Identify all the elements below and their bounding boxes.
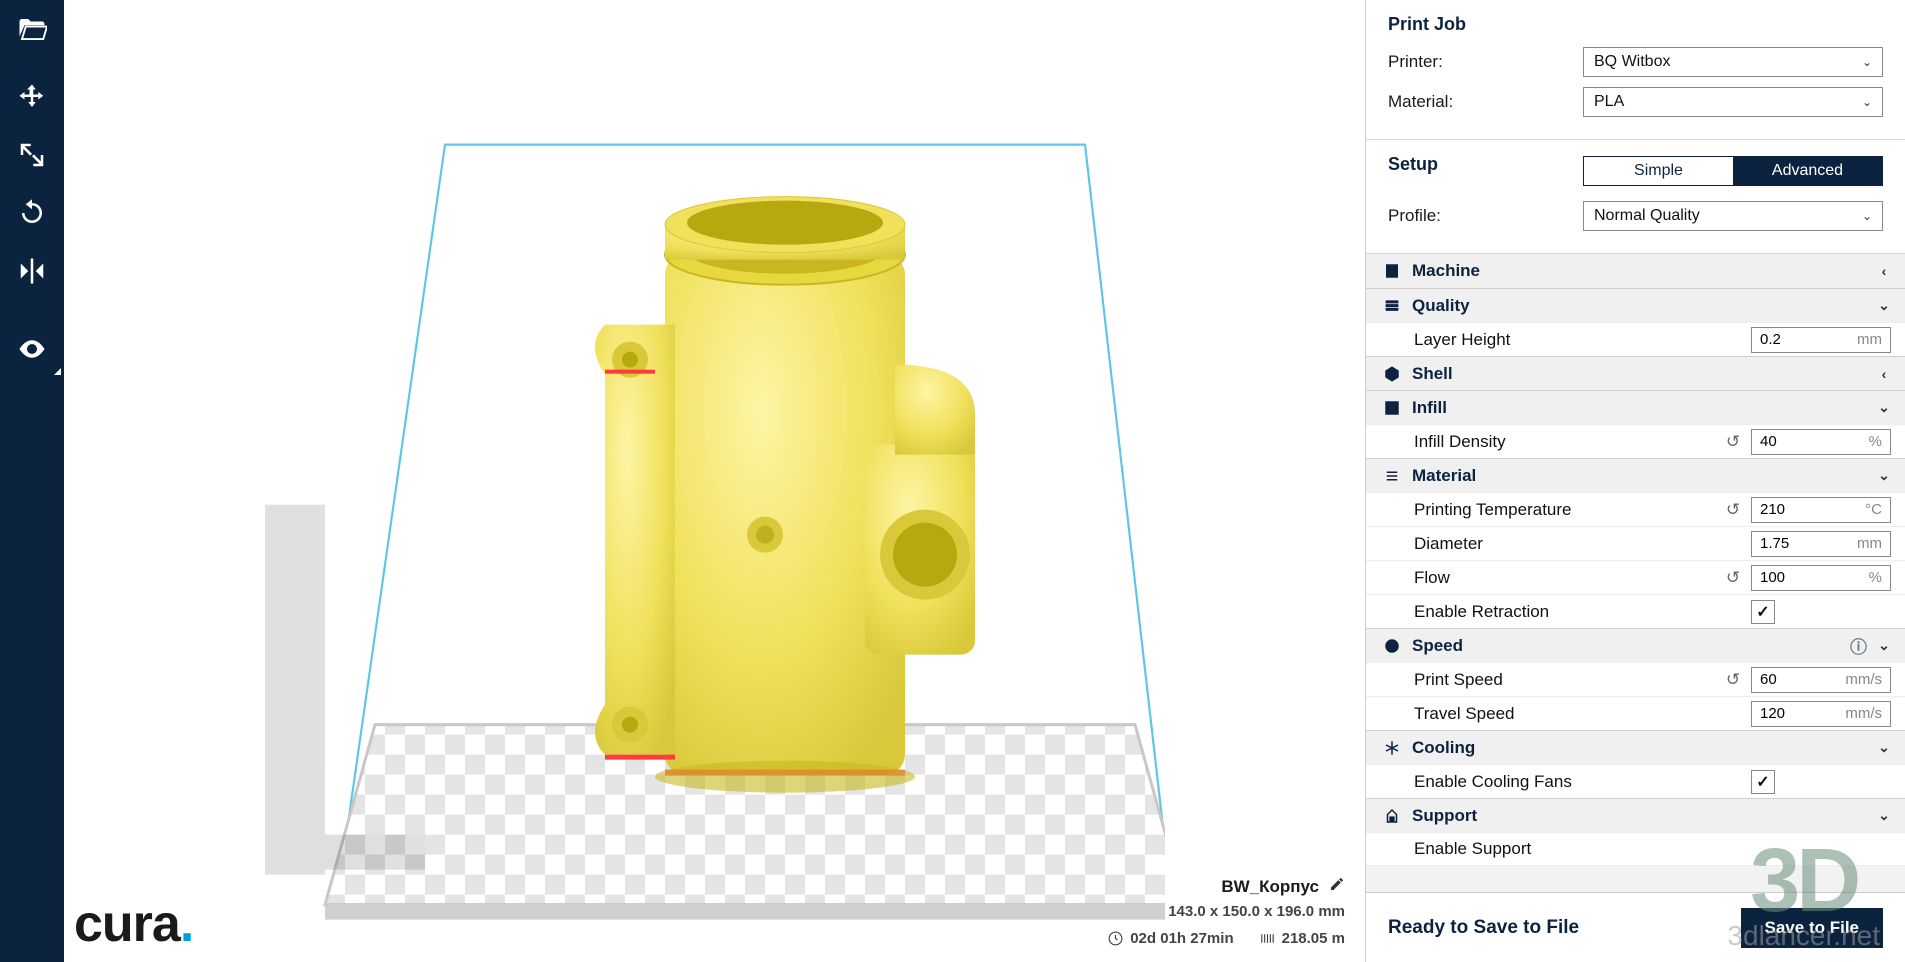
diameter-input[interactable] (1752, 535, 1848, 552)
setting-retraction: Enable Retraction (1366, 594, 1905, 628)
save-to-file-button[interactable]: Save to File (1741, 908, 1883, 948)
category-quality[interactable]: Quality ⌄ (1366, 288, 1905, 322)
settings-list[interactable]: Machine ‹ Quality ⌄ Layer Height mm Shel… (1366, 254, 1905, 892)
machine-icon (1382, 261, 1402, 281)
material-icon (1382, 466, 1402, 486)
reset-icon[interactable]: ↺ (1723, 670, 1743, 690)
category-cooling[interactable]: Cooling ⌄ (1366, 730, 1905, 764)
reset-icon[interactable]: ↺ (1723, 568, 1743, 588)
profile-select[interactable]: Normal Quality⌄ (1583, 201, 1883, 231)
info-icon[interactable]: ⓘ (1850, 633, 1867, 658)
model-info: BW_Корпус 143.0 x 150.0 x 196.0 mm 02d 0… (1107, 876, 1345, 947)
print-job-section: Print Job Printer: BQ Witbox⌄ Material: … (1366, 0, 1905, 140)
print-temp-input[interactable] (1752, 501, 1856, 518)
viewport-3d[interactable]: BW_Корпус 143.0 x 150.0 x 196.0 mm 02d 0… (64, 0, 1365, 962)
setting-print-speed: Print Speed ↺ mm/s (1366, 662, 1905, 696)
setting-infill-density: Infill Density ↺ % (1366, 424, 1905, 458)
cura-logo: cura. (74, 894, 193, 954)
reset-icon[interactable]: ↺ (1723, 432, 1743, 452)
shell-icon (1382, 364, 1402, 384)
scale-tool-button[interactable] (0, 126, 64, 184)
chevron-right-icon: ‹ (1877, 366, 1891, 382)
setting-layer-height: Layer Height mm (1366, 322, 1905, 356)
printer-select[interactable]: BQ Witbox⌄ (1583, 47, 1883, 77)
view-mode-button[interactable] (0, 320, 64, 378)
save-bar: Ready to Save to File Save to File (1366, 892, 1905, 962)
model-dimensions: 143.0 x 150.0 x 196.0 mm (1107, 903, 1345, 920)
model-filename: BW_Корпус (1221, 877, 1319, 897)
print-job-title: Print Job (1388, 14, 1883, 35)
chevron-down-icon: ⌄ (1877, 297, 1891, 314)
category-infill[interactable]: Infill ⌄ (1366, 390, 1905, 424)
setting-diameter: Diameter mm (1366, 526, 1905, 560)
quality-icon (1382, 296, 1402, 316)
edit-filename-icon[interactable] (1329, 876, 1345, 897)
chevron-down-icon: ⌄ (1877, 467, 1891, 484)
category-material[interactable]: Material ⌄ (1366, 458, 1905, 492)
open-file-button[interactable] (0, 0, 64, 58)
chevron-right-icon: ‹ (1877, 263, 1891, 279)
build-plate (265, 75, 1165, 962)
setting-travel-speed: Travel Speed mm/s (1366, 696, 1905, 730)
flow-input[interactable] (1752, 569, 1860, 586)
setting-enable-support: Enable Support (1366, 832, 1905, 866)
setup-title: Setup (1388, 154, 1583, 175)
chevron-down-icon: ⌄ (1877, 807, 1891, 824)
mirror-tool-button[interactable] (0, 242, 64, 300)
cooling-icon (1382, 738, 1402, 758)
material-label: Material: (1388, 92, 1583, 112)
print-speed-input[interactable] (1752, 671, 1836, 688)
setup-section: Setup Simple Advanced Profile: Normal Qu… (1366, 140, 1905, 254)
retraction-checkbox[interactable] (1751, 600, 1775, 624)
save-status: Ready to Save to File (1388, 917, 1721, 939)
category-machine[interactable]: Machine ‹ (1366, 254, 1905, 288)
cooling-fans-checkbox[interactable] (1751, 770, 1775, 794)
setting-flow: Flow ↺ % (1366, 560, 1905, 594)
chevron-down-icon: ⌄ (1877, 739, 1891, 756)
setting-cooling-fans: Enable Cooling Fans (1366, 764, 1905, 798)
support-icon (1382, 806, 1402, 826)
material-select[interactable]: PLA⌄ (1583, 87, 1883, 117)
filament-length: 218.05 m (1259, 930, 1345, 947)
left-toolbar (0, 0, 64, 962)
profile-label: Profile: (1388, 206, 1583, 226)
category-support[interactable]: Support ⌄ (1366, 798, 1905, 832)
category-speed[interactable]: Speed ⓘ ⌄ (1366, 628, 1905, 662)
infill-icon (1382, 398, 1402, 418)
chevron-down-icon: ⌄ (1877, 399, 1891, 416)
setting-print-temp: Printing Temperature ↺ °C (1366, 492, 1905, 526)
category-shell[interactable]: Shell ‹ (1366, 356, 1905, 390)
infill-density-input[interactable] (1752, 433, 1860, 450)
settings-panel: Print Job Printer: BQ Witbox⌄ Material: … (1365, 0, 1905, 962)
layer-height-input[interactable] (1752, 331, 1848, 348)
move-tool-button[interactable] (0, 68, 64, 126)
reset-icon[interactable]: ↺ (1723, 500, 1743, 520)
speed-icon (1382, 636, 1402, 656)
print-time: 02d 01h 27min (1107, 930, 1233, 947)
travel-speed-input[interactable] (1752, 705, 1836, 722)
tab-advanced[interactable]: Advanced (1733, 157, 1882, 185)
printer-label: Printer: (1388, 52, 1583, 72)
tab-simple[interactable]: Simple (1584, 157, 1733, 185)
setup-tabs: Simple Advanced (1583, 156, 1883, 186)
chevron-down-icon: ⌄ (1877, 637, 1891, 654)
rotate-tool-button[interactable] (0, 184, 64, 242)
